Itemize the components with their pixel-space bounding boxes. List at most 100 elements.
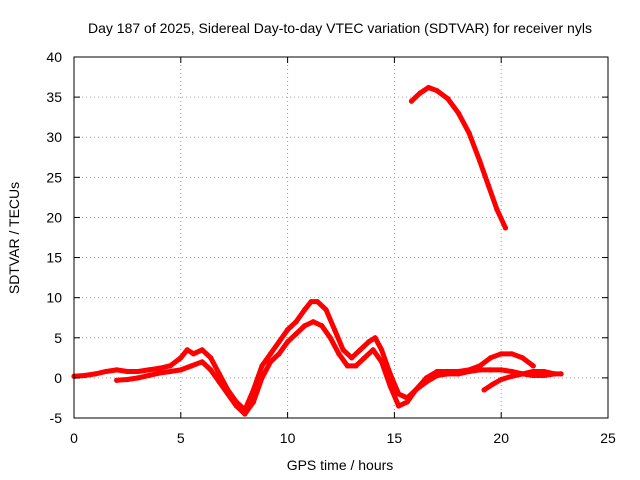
data-point — [276, 351, 282, 357]
y-tick-label: 25 — [46, 169, 62, 185]
data-point — [366, 339, 372, 345]
data-point — [509, 373, 515, 379]
data-point — [259, 363, 265, 369]
data-point — [167, 363, 173, 369]
data-point — [541, 368, 547, 375]
data-point — [146, 372, 152, 379]
data-point — [124, 376, 130, 383]
data-point — [225, 391, 231, 397]
data-point — [408, 98, 415, 104]
data-point — [396, 403, 402, 409]
data-point — [396, 391, 402, 397]
data-point — [167, 368, 173, 375]
data-point — [135, 368, 141, 375]
y-tick-label: -5 — [50, 410, 63, 426]
data-point — [466, 368, 472, 375]
data-point — [404, 399, 410, 405]
data-point — [378, 347, 385, 353]
data-point — [349, 355, 355, 361]
data-point — [466, 130, 472, 136]
data-point — [519, 371, 526, 377]
data-point — [314, 299, 321, 305]
data-point — [82, 372, 88, 379]
data-point — [308, 299, 314, 305]
data-point — [302, 307, 308, 313]
data-point — [336, 351, 342, 357]
series-layer — [71, 84, 564, 417]
ticks: 0 5 10 15 20 25 -5 0 5 10 15 20 25 30 35 40 — [46, 49, 616, 446]
x-tick-label: 20 — [493, 430, 509, 446]
data-point — [413, 387, 419, 393]
y-tick-label: 30 — [46, 129, 62, 145]
data-point — [191, 351, 197, 357]
data-point — [156, 370, 163, 376]
data-point — [135, 375, 141, 381]
data-point — [293, 331, 299, 337]
data-point — [558, 371, 564, 377]
data-point — [327, 335, 333, 341]
data-point — [331, 327, 338, 333]
x-tick-label: 5 — [177, 430, 185, 446]
data-point — [487, 367, 494, 373]
data-point — [208, 367, 214, 373]
data-point — [530, 368, 536, 375]
data-point — [208, 355, 214, 361]
data-point — [455, 371, 462, 377]
data-point — [340, 347, 346, 353]
data-point — [434, 88, 440, 94]
y-tick-label: 15 — [46, 250, 62, 266]
data-point — [302, 323, 308, 329]
data-point — [233, 403, 239, 409]
data-point — [124, 368, 130, 375]
data-point — [178, 367, 184, 373]
data-point — [494, 206, 500, 213]
data-point — [434, 372, 440, 379]
data-point — [242, 411, 248, 417]
data-point — [114, 367, 120, 373]
y-tick-label: 10 — [46, 290, 62, 306]
data-point — [485, 182, 491, 188]
series-base-upper — [71, 299, 536, 413]
x-tick-label: 0 — [70, 430, 78, 446]
data-point — [323, 307, 329, 313]
data-point — [216, 379, 222, 385]
data-point — [502, 225, 509, 231]
y-tick-label: 0 — [54, 370, 62, 386]
data-point — [498, 367, 504, 373]
data-point — [509, 368, 515, 375]
data-point — [216, 371, 222, 377]
series-late-peak — [408, 84, 508, 231]
y-axis-label: SDTVAR / TECUs — [6, 182, 22, 294]
data-point — [184, 347, 190, 353]
data-point — [361, 355, 368, 361]
x-axis-label: GPS time / hours — [287, 457, 394, 473]
data-point — [267, 359, 274, 365]
data-point — [310, 319, 316, 325]
data-point — [477, 158, 483, 164]
data-point — [267, 351, 274, 357]
data-point — [259, 375, 265, 381]
data-point — [344, 363, 351, 369]
data-point — [425, 84, 432, 91]
data-point — [372, 335, 378, 341]
data-point — [103, 368, 109, 375]
data-point — [285, 339, 291, 345]
data-point — [481, 387, 487, 393]
data-point — [353, 363, 359, 369]
data-point — [199, 359, 205, 365]
chart-title: Day 187 of 2025, Sidereal Day-to-day VTE… — [88, 20, 592, 36]
data-point — [423, 379, 430, 385]
data-point — [92, 371, 98, 377]
data-point — [370, 347, 376, 353]
grid — [74, 57, 608, 418]
data-point — [114, 377, 120, 383]
y-tick-label: 5 — [54, 330, 62, 346]
data-point — [445, 371, 451, 377]
x-tick-label: 25 — [600, 430, 616, 446]
data-point — [417, 90, 423, 96]
y-tick-label: 20 — [46, 209, 62, 225]
data-point — [498, 376, 504, 383]
data-point — [519, 355, 526, 361]
data-point — [285, 327, 291, 333]
